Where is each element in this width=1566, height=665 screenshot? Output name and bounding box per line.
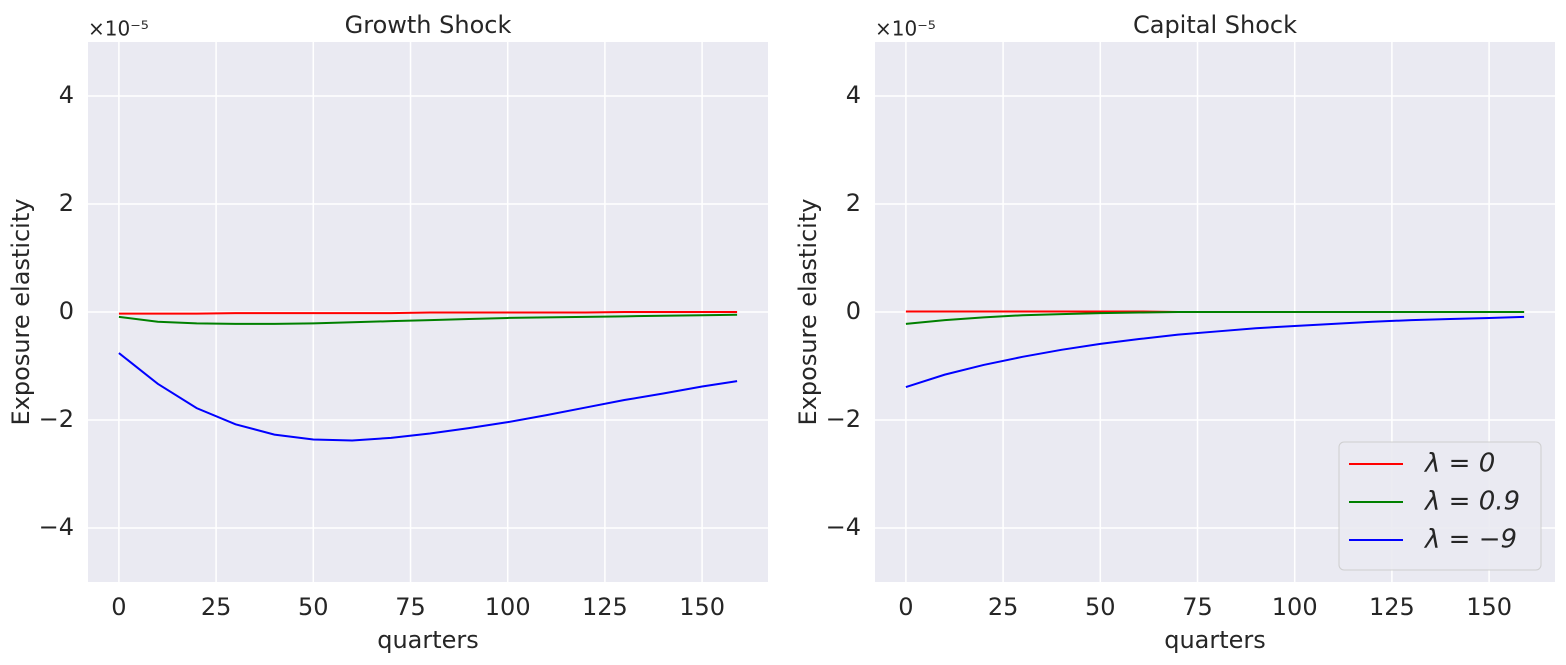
series-line (905, 315, 1525, 389)
y-tick-label: 0 (846, 297, 861, 325)
legend (1338, 441, 1542, 571)
x-tick-label: 75 (395, 593, 426, 621)
y-tick-label: −4 (826, 513, 861, 541)
x-tick-label: 50 (1085, 593, 1116, 621)
y-axis-label: Exposure elasticity (7, 199, 35, 426)
x-tick-label: 150 (679, 593, 725, 621)
y-tick-label: 0 (59, 297, 74, 325)
y-tick-label: −2 (39, 405, 74, 433)
offset-text: ×10⁻⁵ (88, 17, 149, 41)
y-axis-label: Exposure elasticity (794, 199, 822, 426)
x-tick-label: 100 (485, 593, 531, 621)
chart-title: Growth Shock (345, 11, 512, 39)
x-tick-label: 100 (1272, 593, 1318, 621)
x-tick-label: 75 (1182, 593, 1213, 621)
y-tick-label: 4 (59, 81, 74, 109)
x-tick-label: 50 (298, 593, 329, 621)
x-tick-label: 0 (898, 593, 913, 621)
series-line (905, 311, 1525, 325)
x-tick-label: 25 (988, 593, 1019, 621)
y-tick-label: −4 (39, 513, 74, 541)
legend-label: λ = 0 (1423, 449, 1495, 479)
x-tick-label: 25 (201, 593, 232, 621)
y-tick-label: 4 (846, 81, 861, 109)
y-tick-label: 2 (846, 189, 861, 217)
y-tick-label: 2 (59, 189, 74, 217)
legend-label: λ = 0.9 (1423, 487, 1520, 517)
x-tick-label: 150 (1466, 593, 1512, 621)
legend-label: λ = −9 (1423, 525, 1517, 555)
chart-title: Capital Shock (1133, 11, 1297, 39)
x-tick-label: 125 (582, 593, 628, 621)
x-tick-label: 125 (1369, 593, 1415, 621)
x-axis-label: quarters (1164, 626, 1266, 654)
series-line (118, 313, 738, 325)
offset-text: ×10⁻⁵ (875, 17, 936, 41)
x-tick-label: 0 (111, 593, 126, 621)
x-axis-label: quarters (377, 626, 479, 654)
y-tick-label: −2 (826, 405, 861, 433)
series-line (118, 352, 738, 442)
series-line (118, 311, 738, 315)
